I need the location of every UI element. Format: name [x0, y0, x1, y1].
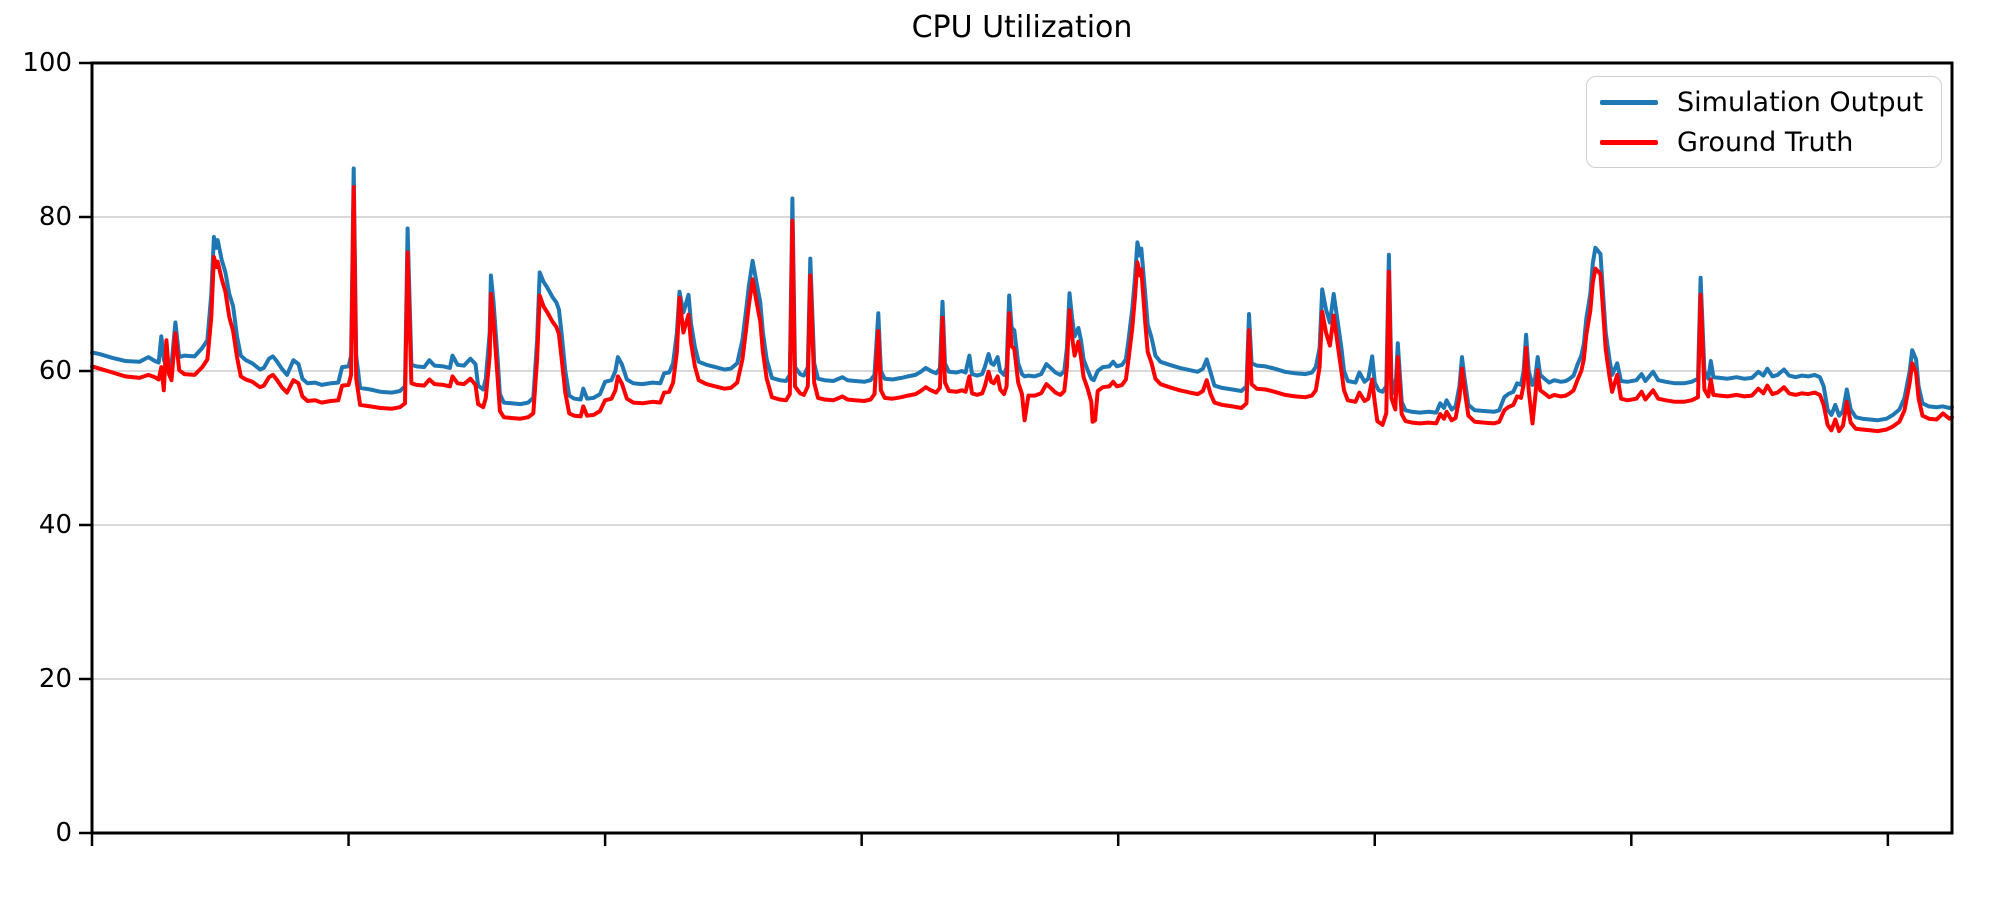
legend-label-simulation: Simulation Output	[1677, 86, 1924, 118]
legend-row-simulation: Simulation Output	[1587, 87, 1941, 118]
simulation-line-swatch	[1600, 99, 1658, 105]
y-tick-label-80: 80	[39, 202, 72, 232]
legend-row-ground-truth: Ground Truth	[1587, 127, 1941, 158]
y-tick-label-40: 40	[39, 510, 72, 540]
series-line-1	[90, 185, 1954, 434]
y-tick-label-20: 20	[39, 664, 72, 694]
series-line-0	[90, 166, 1954, 423]
plot-frame	[90, 61, 1954, 835]
y-tick-label-100: 100	[22, 48, 72, 78]
y-tick-label-60: 60	[39, 356, 72, 386]
y-tick-label-0: 0	[55, 818, 72, 848]
legend: Simulation Output Ground Truth	[1586, 76, 1942, 168]
ground-truth-line-swatch	[1600, 139, 1658, 145]
legend-label-ground-truth: Ground Truth	[1677, 126, 1854, 158]
chart-title: CPU Utilization	[911, 10, 1133, 45]
